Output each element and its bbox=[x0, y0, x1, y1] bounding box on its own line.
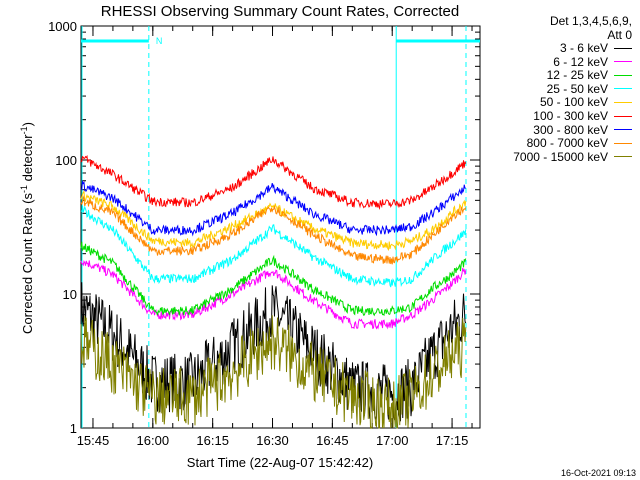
series-line-800-7000-kev bbox=[80, 195, 467, 265]
legend-entry-7000-15000-kev: 7000 - 15000 keV bbox=[513, 149, 632, 164]
legend-label: 50 - 100 keV bbox=[539, 95, 608, 110]
x-axis-title: Start Time (22-Aug-07 15:42:42) bbox=[187, 455, 373, 470]
x-tick-label: 16:00 bbox=[137, 433, 170, 448]
legend-entry-12-25-kev: 12 - 25 keV bbox=[546, 68, 632, 83]
y-tick-label: 1 bbox=[70, 421, 77, 436]
y-tick-label: 100 bbox=[55, 153, 77, 168]
flag-label: N bbox=[156, 36, 163, 46]
legend-entry-300-800-kev: 300 - 800 keV bbox=[533, 122, 632, 137]
legend-detectors: Det 1,3,4,5,6,9, bbox=[549, 14, 632, 28]
series-line-300-800-kev bbox=[80, 179, 466, 237]
legend-entry-3-6-kev: 3 - 6 keV bbox=[559, 41, 632, 55]
x-tick-label: 17:15 bbox=[436, 433, 469, 448]
series-line-50-100-kev bbox=[80, 190, 467, 251]
x-tick-label: 15:45 bbox=[77, 433, 110, 448]
legend-swatch bbox=[614, 101, 632, 103]
series-line-12-25-kev bbox=[80, 241, 467, 317]
y-axis-title-sup-1: -1 bbox=[19, 185, 29, 193]
legend-label: 6 - 12 keV bbox=[553, 54, 608, 69]
legend-label: 25 - 50 keV bbox=[546, 81, 608, 96]
legend-label: 7000 - 15000 keV bbox=[513, 149, 608, 164]
y-tick-label: 1000 bbox=[48, 19, 77, 34]
timestamp: 16-Oct-2021 09:13 bbox=[561, 468, 636, 478]
series-line-7000-15000-kev bbox=[80, 315, 467, 430]
legend-label: 3 - 6 keV bbox=[559, 41, 608, 55]
legend-label: 12 - 25 keV bbox=[546, 68, 608, 83]
y-axis-title-end: ) bbox=[20, 122, 35, 126]
legend-entry-6-12-kev: 6 - 12 keV bbox=[553, 54, 632, 69]
legend-entry-25-50-kev: 25 - 50 keV bbox=[546, 81, 632, 96]
chart-title: RHESSI Observing Summary Count Rates, Co… bbox=[101, 3, 459, 20]
legend-swatch bbox=[614, 74, 632, 76]
legend-swatch bbox=[614, 61, 632, 63]
legend-swatch bbox=[614, 115, 632, 117]
series-line-25-50-kev bbox=[80, 205, 467, 288]
legend-label: 100 - 300 keV bbox=[533, 109, 608, 123]
x-tick-label: 16:45 bbox=[316, 433, 349, 448]
x-tick-label: 17:00 bbox=[376, 433, 409, 448]
legend-entry-800-7000-kev: 800 - 7000 keV bbox=[526, 136, 632, 151]
legend-swatch bbox=[614, 142, 632, 144]
y-tick-label: 10 bbox=[63, 287, 77, 302]
legend-swatch bbox=[614, 47, 632, 49]
series-line-6-12-kev bbox=[80, 260, 467, 330]
x-tick-label: 16:15 bbox=[196, 433, 229, 448]
plot-area: 1 10 100 1000 15:45 16:00 16:15 16:30 16:45 17:00… bbox=[48, 19, 481, 448]
legend-entry-100-300-kev: 100 - 300 keV bbox=[533, 109, 632, 123]
legend-swatch bbox=[614, 156, 632, 158]
legend-swatch bbox=[614, 129, 632, 131]
y-axis-title-main: Corrected Count Rate (s bbox=[20, 193, 35, 334]
legend-entry-50-100-kev: 50 - 100 keV bbox=[539, 95, 632, 110]
y-axis-title-sup-2: -1 bbox=[19, 126, 29, 134]
legend-label: 800 - 7000 keV bbox=[526, 136, 608, 151]
legend-swatch bbox=[614, 88, 632, 90]
legend-header: Det 1,3,4,5,6,9, Att 0 bbox=[550, 14, 632, 42]
y-axis-title: Corrected Count Rate (s-1 detector-1) bbox=[19, 122, 35, 334]
legend-attenuator: Att 0 bbox=[607, 28, 632, 42]
legend-label: 300 - 800 keV bbox=[533, 122, 608, 137]
y-axis-title-mid: detector bbox=[20, 134, 35, 185]
x-tick-label: 16:30 bbox=[256, 433, 289, 448]
plot-frame bbox=[80, 25, 481, 429]
series-line-100-300-kev bbox=[80, 154, 467, 210]
